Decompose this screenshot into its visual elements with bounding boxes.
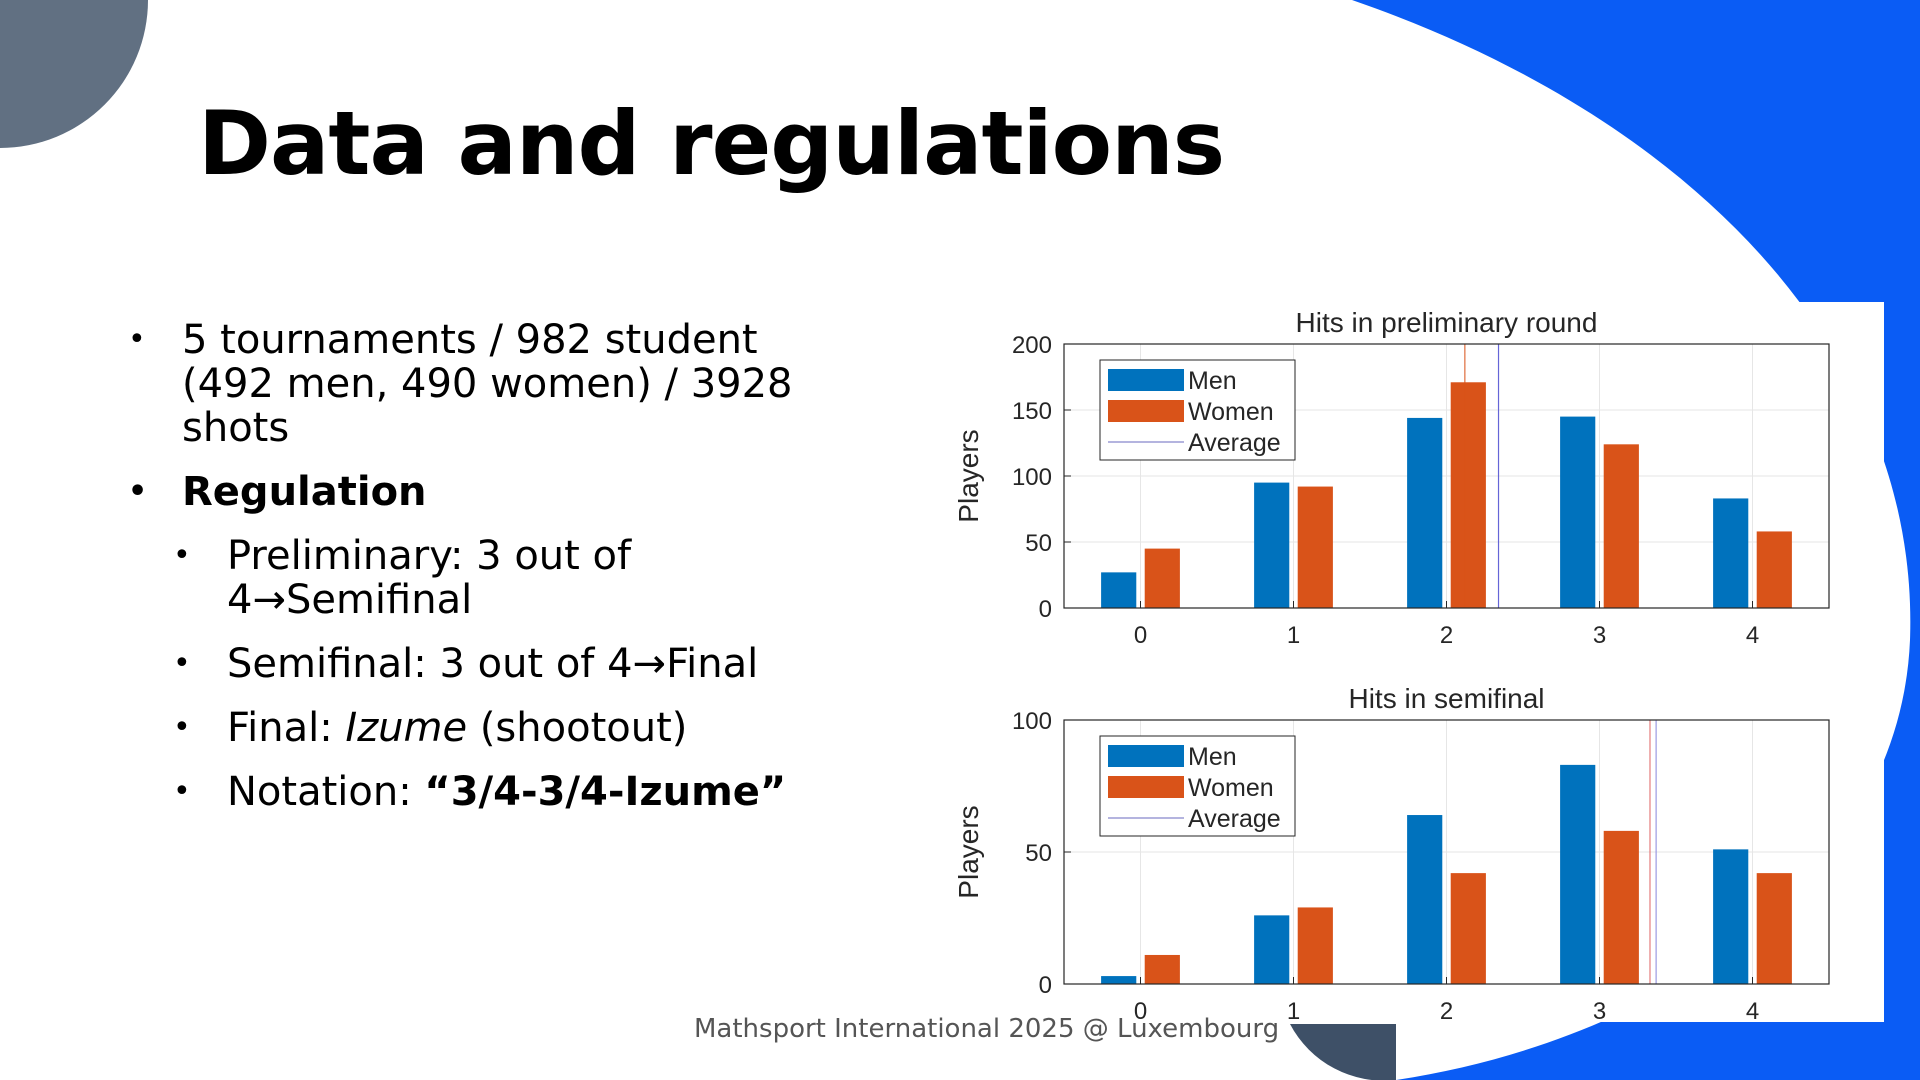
sub-bullet-item: Notation: “3/4-3/4-Izume” <box>169 770 824 814</box>
x-tick-label: 2 <box>1440 998 1453 1022</box>
y-axis-label: Players <box>953 805 984 898</box>
legend-label: Women <box>1188 774 1274 802</box>
bar-women-0 <box>1144 954 1180 984</box>
bar-men-1 <box>1254 482 1290 608</box>
bar-men-0 <box>1101 572 1137 608</box>
bar-men-2 <box>1407 417 1443 608</box>
sub-bullet-item: Semifinal: 3 out of 4→Final <box>169 642 824 686</box>
y-tick-label: 0 <box>1039 972 1052 999</box>
chart-title: Hits in semifinal <box>1348 683 1544 714</box>
bar-men-1 <box>1254 915 1290 984</box>
bar-women-2 <box>1450 382 1486 608</box>
x-tick-label: 3 <box>1593 622 1606 649</box>
bullet-list: 5 tournaments / 982 student (492 men, 49… <box>124 318 824 834</box>
dark-quarter-circle <box>1290 1024 1396 1080</box>
x-tick-label: 0 <box>1134 998 1147 1022</box>
chart-1: 0 50 100 150 200 0 1 2 3 4 Hits in preliminary rou… <box>953 307 1830 649</box>
bar-men-4 <box>1713 498 1749 608</box>
bar-men-2 <box>1407 815 1443 984</box>
y-tick-label: 200 <box>1012 332 1052 359</box>
bullet-emphasis: Izume <box>345 705 468 751</box>
bar-men-3 <box>1560 416 1596 608</box>
x-tick-label: 4 <box>1746 622 1759 649</box>
legend-label: Women <box>1188 398 1274 426</box>
bar-women-1 <box>1297 486 1333 608</box>
legend-label: Average <box>1188 429 1281 457</box>
legend-label: Men <box>1188 743 1237 771</box>
bar-women-0 <box>1144 548 1180 608</box>
footer-text: Mathsport International 2025 @ Luxembour… <box>694 1014 1280 1044</box>
bar-women-4 <box>1756 531 1792 608</box>
x-tick-label: 4 <box>1746 998 1759 1022</box>
y-tick-label: 50 <box>1025 840 1052 867</box>
x-tick-label: 3 <box>1593 998 1606 1022</box>
x-tick-label: 0 <box>1134 622 1147 649</box>
chart-legend: Men Women Average <box>1099 735 1296 837</box>
y-tick-label: 100 <box>1012 464 1052 491</box>
bar-women-3 <box>1603 444 1639 608</box>
legend-swatch <box>1108 745 1184 767</box>
y-tick-label: 150 <box>1012 398 1052 425</box>
bar-women-4 <box>1756 873 1792 984</box>
bar-women-2 <box>1450 873 1486 984</box>
legend-swatch <box>1108 400 1184 422</box>
chart-legend: Men Women Average <box>1099 359 1296 461</box>
y-tick-label: 0 <box>1039 596 1052 623</box>
bullet-text: Notation: <box>227 769 425 815</box>
bar-men-4 <box>1713 849 1749 984</box>
legend-swatch <box>1108 776 1184 798</box>
bullet-item: Regulation <box>124 470 824 514</box>
bullet-strong: “3/4-3/4-Izume” <box>424 769 787 815</box>
bar-men-3 <box>1560 764 1596 984</box>
bar-women-1 <box>1297 907 1333 984</box>
chart-title: Hits in preliminary round <box>1296 307 1598 338</box>
sub-bullet-item: Preliminary: 3 out of 4→Semifinal <box>169 534 824 622</box>
slide-title: Data and regulations <box>198 92 1225 195</box>
legend-label: Average <box>1188 805 1281 833</box>
x-tick-label: 1 <box>1287 998 1300 1022</box>
y-tick-label: 50 <box>1025 530 1052 557</box>
bullet-text: Final: <box>227 705 346 751</box>
sub-bullet-item: Final: Izume (shootout) <box>169 706 824 750</box>
legend-swatch <box>1108 369 1184 391</box>
chart-2: 0 50 100 0 1 2 3 4 Hits in semifinal Players Men Wo… <box>953 683 1830 1022</box>
chart-panel: 0 50 100 150 200 0 1 2 3 4 Hits in preliminary rou… <box>948 302 1884 1022</box>
x-tick-label: 1 <box>1287 622 1300 649</box>
y-tick-label: 100 <box>1012 708 1052 735</box>
blue-swoosh-shape <box>1352 0 1920 1080</box>
legend-label: Men <box>1188 367 1237 395</box>
bar-men-0 <box>1101 976 1137 984</box>
bullet-item: 5 tournaments / 982 student (492 men, 49… <box>124 318 824 450</box>
x-tick-label: 2 <box>1440 622 1453 649</box>
y-axis-label: Players <box>953 429 984 522</box>
bar-women-3 <box>1603 830 1639 984</box>
bullet-text: (shootout) <box>467 705 688 751</box>
gray-quarter-circle <box>0 0 148 148</box>
